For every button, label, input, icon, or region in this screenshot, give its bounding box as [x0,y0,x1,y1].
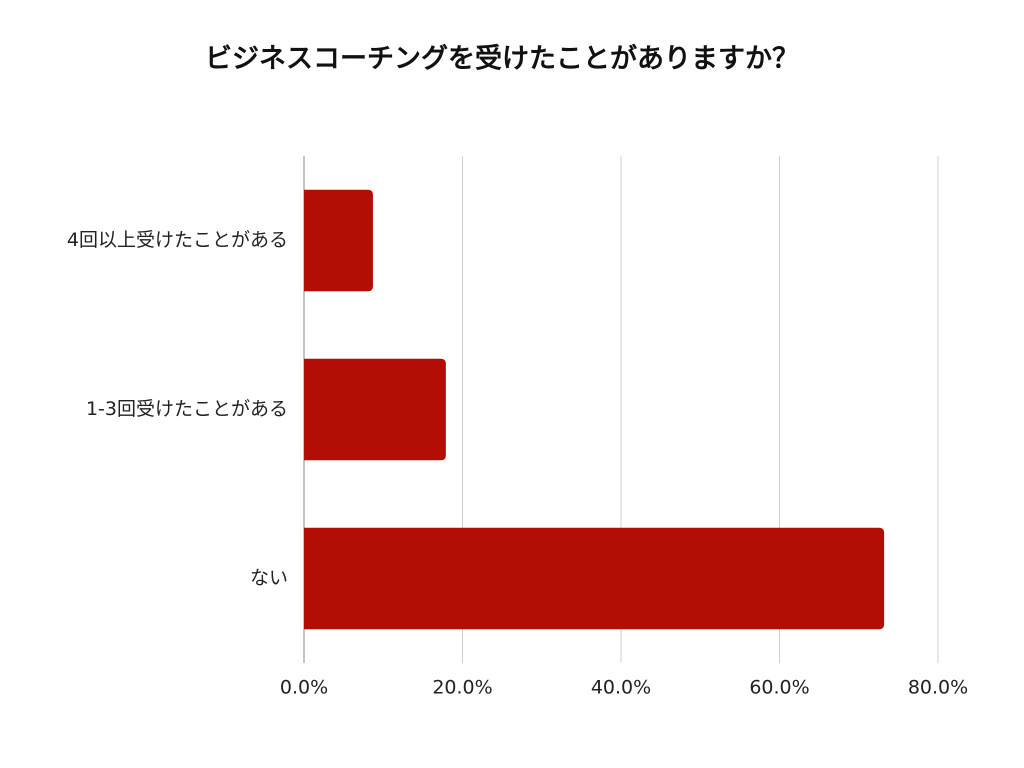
x-tick-label: 40.0% [591,677,651,699]
x-tick-label: 80.0% [908,677,968,699]
x-tick-label: 60.0% [749,677,809,699]
x-tick-label: 0.0% [280,677,328,699]
y-tick-label: 4回以上受けたことがある [67,229,288,251]
chart-title: ビジネスコーチングを受けたことがありますか？ [205,43,799,75]
bar [304,189,373,292]
x-tick-label: 20.0% [432,677,492,699]
bar [304,527,885,630]
y-tick-label: 1-3回受けたことがある [86,398,288,420]
bar [304,358,446,461]
y-tick-label: ない [250,567,288,589]
